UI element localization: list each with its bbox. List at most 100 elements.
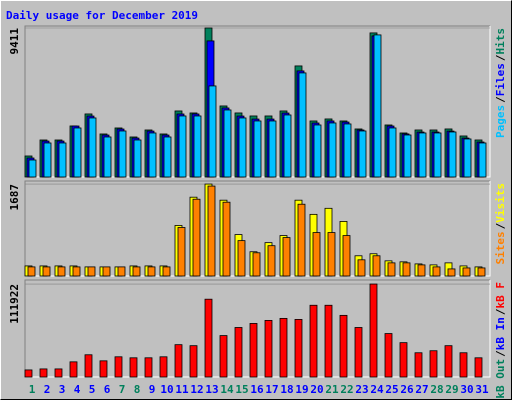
legend-entry: Pages [494,105,507,138]
x-tick-label: 2 [44,383,51,396]
x-tick-label: 23 [355,383,368,396]
x-tick-label: 9 [149,383,156,396]
bar [462,267,471,277]
x-tick-label: 13 [205,383,218,396]
x-tick-label: 5 [89,383,96,396]
bar [328,122,337,178]
bar [234,327,243,378]
x-tick-label: 16 [250,383,264,396]
bar [372,255,381,277]
bar [177,227,186,277]
x-tick-label: 19 [295,383,308,396]
bar [373,34,382,178]
bar [414,352,423,378]
legend: Pages/Files/Hits [494,28,507,138]
x-tick-label: 28 [430,383,443,396]
bar [189,345,198,378]
bar [24,369,33,378]
bar [58,142,67,178]
bar [459,352,468,378]
y-tick-label: 1687 [8,184,21,211]
bar [403,134,412,178]
bar [27,266,36,277]
x-tick-label: 18 [280,383,293,396]
legend-separator: / [494,96,507,103]
x-tick-label: 3 [59,383,66,396]
bar [87,266,96,277]
x-tick-label: 6 [104,383,111,396]
bar [73,127,82,178]
bar [219,335,228,378]
bar [174,344,183,378]
bar [237,240,246,277]
bar [144,357,153,378]
bar [429,350,438,378]
bar [222,201,231,277]
bar [103,136,112,178]
bar [193,115,202,178]
legend-separator: / [494,350,507,357]
bar [88,117,97,178]
bar [43,142,52,178]
bar [159,356,168,378]
bar [99,360,108,378]
bar [28,159,37,178]
x-tick-label: 7 [119,383,126,396]
bar [478,142,487,178]
bar [387,262,396,277]
x-tick-label: 29 [445,383,458,396]
bar [324,304,333,378]
bar [54,368,63,378]
bar [354,327,363,378]
legend-entry: kB F [494,282,507,309]
bar [178,115,187,178]
bar [343,123,352,178]
bar [402,262,411,277]
x-tick-label: 8 [134,383,141,396]
legend-separator: / [494,308,507,315]
bar [118,130,127,178]
bar [297,203,306,277]
bar [312,232,321,277]
bar [264,320,273,378]
bar [339,314,348,378]
bar [447,268,456,277]
legend-entry: Files [494,63,507,96]
bar [444,345,453,378]
bar [42,266,51,277]
x-tick-label: 30 [460,383,473,396]
bar [148,132,157,178]
panel-border-dark [24,25,490,177]
legend: Sites /Visits [494,183,507,265]
bar [84,354,93,378]
x-tick-label: 31 [475,383,489,396]
bar [249,323,258,378]
x-tick-label: 24 [370,383,384,396]
x-tick-label: 22 [340,383,353,396]
bar [282,237,291,277]
bar [388,127,397,178]
bar [69,361,78,378]
bar [463,138,472,178]
bar [129,357,138,378]
bar [342,235,351,277]
bar [358,130,367,178]
x-tick-label: 27 [415,383,428,396]
bar [223,109,232,178]
legend-entry: Hits [494,28,507,55]
x-tick-label: 11 [175,383,189,396]
bar [369,283,378,378]
bar [147,266,156,277]
x-tick-label: 10 [160,383,173,396]
y-tick-label: 9411 [8,28,21,55]
bar [238,117,247,178]
x-tick-label: 25 [385,383,398,396]
legend-separator: / [494,54,507,61]
bar [39,368,48,378]
x-tick-label: 20 [310,383,323,396]
panel-border-dark [24,180,490,276]
legend-entry: Sites [494,231,507,264]
bar [162,266,171,277]
legend-entry: Visits [494,183,507,223]
bar [207,185,216,277]
